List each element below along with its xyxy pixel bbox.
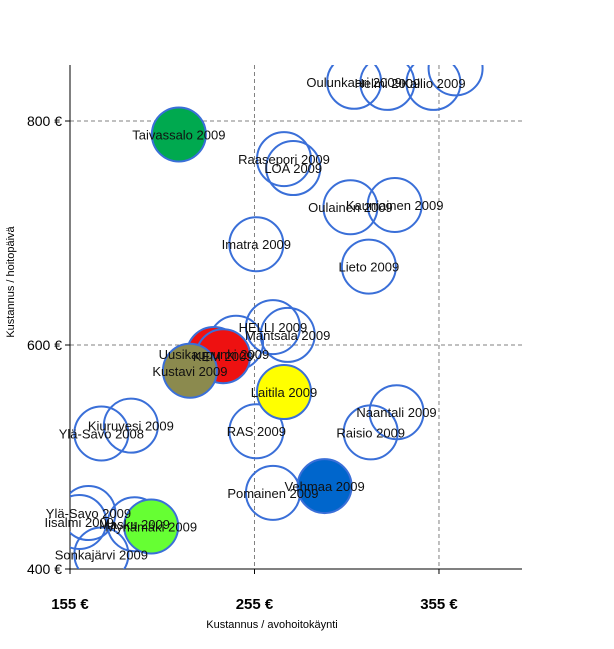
point-label-6: LOA 2009 (264, 161, 322, 176)
data-point-20 (228, 403, 285, 460)
data-point-1 (359, 65, 416, 111)
data-point-12 (259, 306, 316, 363)
grid-layer (70, 65, 522, 569)
data-point-0 (326, 65, 383, 110)
point-label-24: Pomainen 2009 (227, 486, 318, 501)
point-label-26: Iisalmi 2009 (45, 515, 114, 530)
point-label-22: Ylä-Savo 2008 (59, 426, 144, 441)
data-point-23 (296, 458, 353, 515)
point-label-15: KEM 2009 (193, 349, 254, 364)
data-point-2 (405, 65, 462, 111)
x-axis-title: Kustannus / avohoitokäynti (206, 619, 337, 631)
point-label-10: Lieto 2009 (339, 260, 400, 275)
point-label-21: Kiuruvesi 2009 (88, 419, 174, 434)
point-label-8: Kauniainen 2009 (346, 198, 444, 213)
point-label-16: Kustavi 2009 (152, 364, 227, 379)
point-label-23: Vehmaa 2009 (284, 479, 364, 494)
data-point-5 (256, 131, 313, 188)
point-label-0: Oulunkaari 2009 (306, 75, 401, 90)
point-label-4: Taivassalo 2009 (132, 127, 225, 142)
point-label-5: Raasepori 2009 (238, 152, 330, 167)
data-point-11 (244, 299, 301, 356)
point-label-20: RAS 2009 (227, 424, 286, 439)
point-label-2: Kallio 2009 (401, 76, 465, 91)
ticks-layer: 400 € 600 € 800 € 155 € 255 € 355 € (27, 113, 458, 613)
data-point-19 (342, 404, 399, 461)
x-tick-label-0: 155 € (51, 596, 89, 613)
data-point-8 (366, 177, 423, 233)
point-label-25: Ylä-Savo 2009 (46, 506, 131, 521)
data-point-9 (228, 216, 285, 273)
data-point-21 (102, 397, 159, 454)
axis-layer (69, 65, 522, 570)
point-label-14: Uusikaupunki 2009 (159, 347, 270, 362)
y-tick-label-2: 800 € (27, 113, 62, 129)
point-label-27: Masku 2009 (99, 517, 170, 532)
data-point-17 (256, 364, 313, 421)
point-label-11: HELLI 2009 (239, 320, 308, 335)
data-point-29 (73, 526, 130, 569)
point-label-28: Mynämäki 2009 (105, 519, 197, 534)
y-axis-title: Kustannus / hoitopäivä (5, 225, 17, 337)
point-label-17: Laitila 2009 (251, 385, 318, 400)
data-point-3 (427, 65, 484, 97)
y-tick-label-1: 600 € (27, 337, 62, 353)
point-label-7: Oulainen 2009 (308, 200, 393, 215)
x-tick-label-1: 255 € (236, 596, 274, 613)
y-tick-label-0: 400 € (27, 561, 62, 577)
data-point-16 (161, 342, 218, 399)
point-label-19: Raisio 2009 (336, 425, 405, 440)
point-label-1: Helmi 2009 (354, 76, 420, 91)
point-label-9: Imatra 2009 (222, 237, 291, 252)
x-tick-label-2: 355 € (420, 596, 458, 613)
points-layer (70, 65, 484, 569)
point-label-29: Sonkajärvi 2009 (55, 547, 148, 562)
data-point-26 (70, 493, 108, 550)
data-point-7 (322, 179, 379, 236)
data-point-25 (70, 485, 117, 541)
point-label-12: Mantsala 2009 (245, 328, 330, 343)
data-point-22 (73, 405, 130, 462)
data-point-6 (265, 140, 322, 197)
data-point-28 (123, 498, 180, 555)
data-point-10 (340, 238, 397, 295)
point-label-18: Naantali 2009 (356, 405, 436, 420)
data-point-4 (150, 106, 207, 163)
